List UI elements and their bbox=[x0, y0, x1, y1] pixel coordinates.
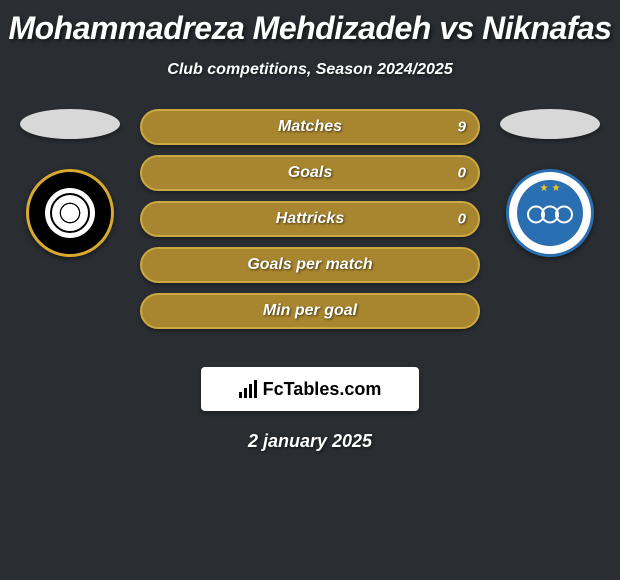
stat-row: Matches 9 bbox=[140, 109, 480, 145]
esteghlal-badge-icon: ★★ bbox=[506, 169, 594, 257]
stat-row: Min per goal bbox=[140, 293, 480, 329]
stat-bar: Matches 9 bbox=[140, 109, 480, 145]
left-player-column bbox=[10, 109, 130, 257]
badge-stars-icon: ★★ bbox=[540, 183, 561, 194]
stat-label: Hattricks bbox=[276, 210, 344, 228]
stat-label: Goals bbox=[288, 164, 332, 182]
comparison-area: ★★ Matches 9 Goals 0 Hattricks 0 bbox=[0, 109, 620, 349]
stat-label: Matches bbox=[278, 118, 342, 136]
stat-value: 0 bbox=[458, 165, 466, 182]
stats-bars: Matches 9 Goals 0 Hattricks 0 Goals per … bbox=[140, 109, 480, 339]
right-player-avatar-placeholder bbox=[500, 109, 600, 139]
stat-row: Goals 0 bbox=[140, 155, 480, 191]
stat-value: 9 bbox=[458, 119, 466, 136]
stat-row: Goals per match bbox=[140, 247, 480, 283]
stat-bar: Goals 0 bbox=[140, 155, 480, 191]
sepahan-badge-icon bbox=[26, 169, 114, 257]
left-player-avatar-placeholder bbox=[20, 109, 120, 139]
stat-label: Goals per match bbox=[247, 256, 372, 274]
right-player-column: ★★ bbox=[490, 109, 610, 257]
stat-row: Hattricks 0 bbox=[140, 201, 480, 237]
page-title: Mohammadreza Mehdizadeh vs Niknafas bbox=[0, 0, 620, 47]
badge-rings-icon bbox=[527, 205, 573, 223]
stat-bar: Min per goal bbox=[140, 293, 480, 329]
date-text: 2 january 2025 bbox=[0, 431, 620, 452]
footer-logo-text: FcTables.com bbox=[263, 379, 382, 400]
stat-label: Min per goal bbox=[263, 302, 357, 320]
subtitle: Club competitions, Season 2024/2025 bbox=[0, 61, 620, 79]
bar-chart-icon bbox=[239, 380, 257, 398]
stat-bar: Hattricks 0 bbox=[140, 201, 480, 237]
stat-value: 0 bbox=[458, 211, 466, 228]
fctables-logo: FcTables.com bbox=[201, 367, 419, 411]
stat-bar: Goals per match bbox=[140, 247, 480, 283]
